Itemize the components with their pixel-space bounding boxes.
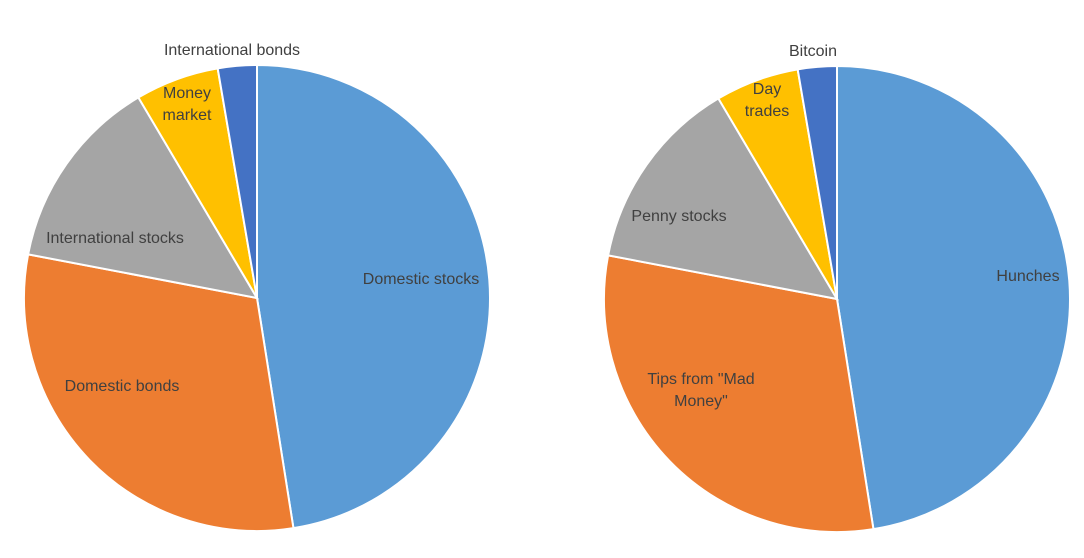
slice-label-bitcoin: Bitcoin <box>789 43 837 60</box>
slice-label-international-stocks: International stocks <box>46 230 184 247</box>
slice-tips-from-mad-money <box>603 254 875 533</box>
slice-penny-stocks <box>606 97 839 301</box>
slice-label-domestic-bonds: Domestic bonds <box>65 378 180 395</box>
slice-label-tips-from-mad-money: Tips from "Mad Money" <box>647 371 754 410</box>
pie-chart-gambling: Hunches Tips from "Mad Money" Penny stocks D… <box>603 43 1071 533</box>
slice-label-penny-stocks: Penny stocks <box>631 208 726 225</box>
slice-international-stocks <box>26 96 259 300</box>
pie-chart-portfolio: Domestic stocks Domestic bonds Internation… <box>23 42 491 532</box>
slice-label-hunches: Hunches <box>996 268 1059 285</box>
slice-domestic-bonds <box>23 253 295 532</box>
slice-hunches <box>836 64 1071 531</box>
slice-label-day-trades: Day trades <box>745 81 789 120</box>
slice-label-international-bonds: International bonds <box>164 42 300 59</box>
slice-domestic-stocks <box>256 63 491 530</box>
slice-label-money-market: Money market <box>163 85 212 124</box>
slice-label-domestic-stocks: Domestic stocks <box>363 271 479 288</box>
slice-bitcoin <box>796 64 838 300</box>
slice-international-bonds <box>216 63 258 299</box>
